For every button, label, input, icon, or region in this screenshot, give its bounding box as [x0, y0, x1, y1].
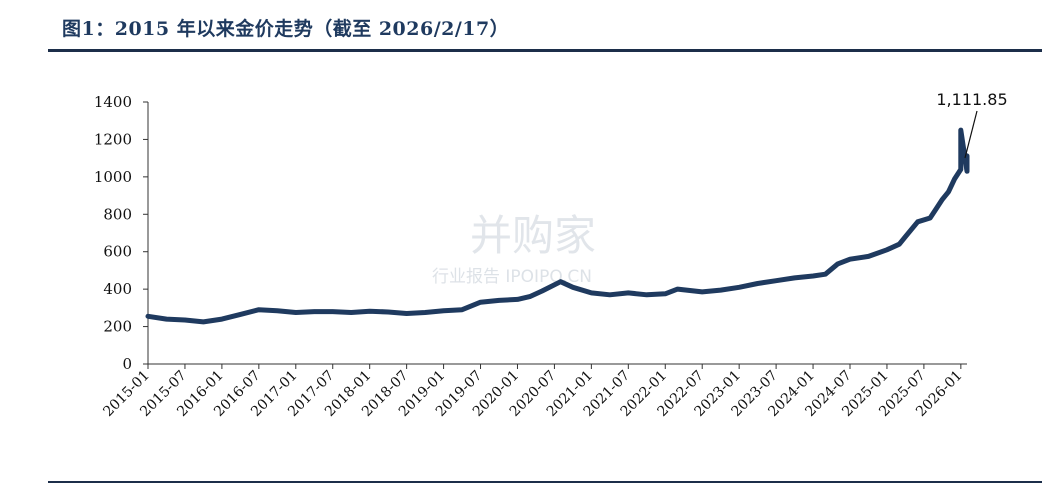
annotation-leader — [964, 110, 978, 159]
watermark-main: 并购家 — [470, 211, 596, 260]
bottom-rule — [48, 481, 1042, 483]
y-tick-label: 800 — [103, 205, 132, 223]
y-tick-label: 1000 — [94, 168, 132, 186]
figure-title: 图1：2015 年以来金价走势（截至 2026/2/17） — [62, 18, 510, 40]
y-tick-label: 200 — [103, 318, 132, 336]
y-tick-labels: 0 200 400 600 800 1000 1200 1400 — [94, 93, 132, 373]
y-tick-label: 0 — [122, 355, 132, 373]
annotation-label: 1,111.85 — [936, 90, 1007, 109]
y-tick-label: 1400 — [94, 93, 132, 111]
axes — [143, 101, 967, 369]
x-tick-labels: 2015-012015-072016-012016-072017-012017-… — [100, 368, 965, 420]
title-rule — [48, 49, 1042, 52]
watermark: 并购家 行业报告 IPOIPO.CN — [432, 211, 596, 287]
series-line — [145, 127, 970, 325]
y-tick-label: 400 — [103, 280, 132, 298]
y-tick-label: 1200 — [94, 130, 132, 148]
y-tick-label: 600 — [103, 243, 132, 261]
watermark-sub: 行业报告 IPOIPO.CN — [432, 267, 592, 287]
